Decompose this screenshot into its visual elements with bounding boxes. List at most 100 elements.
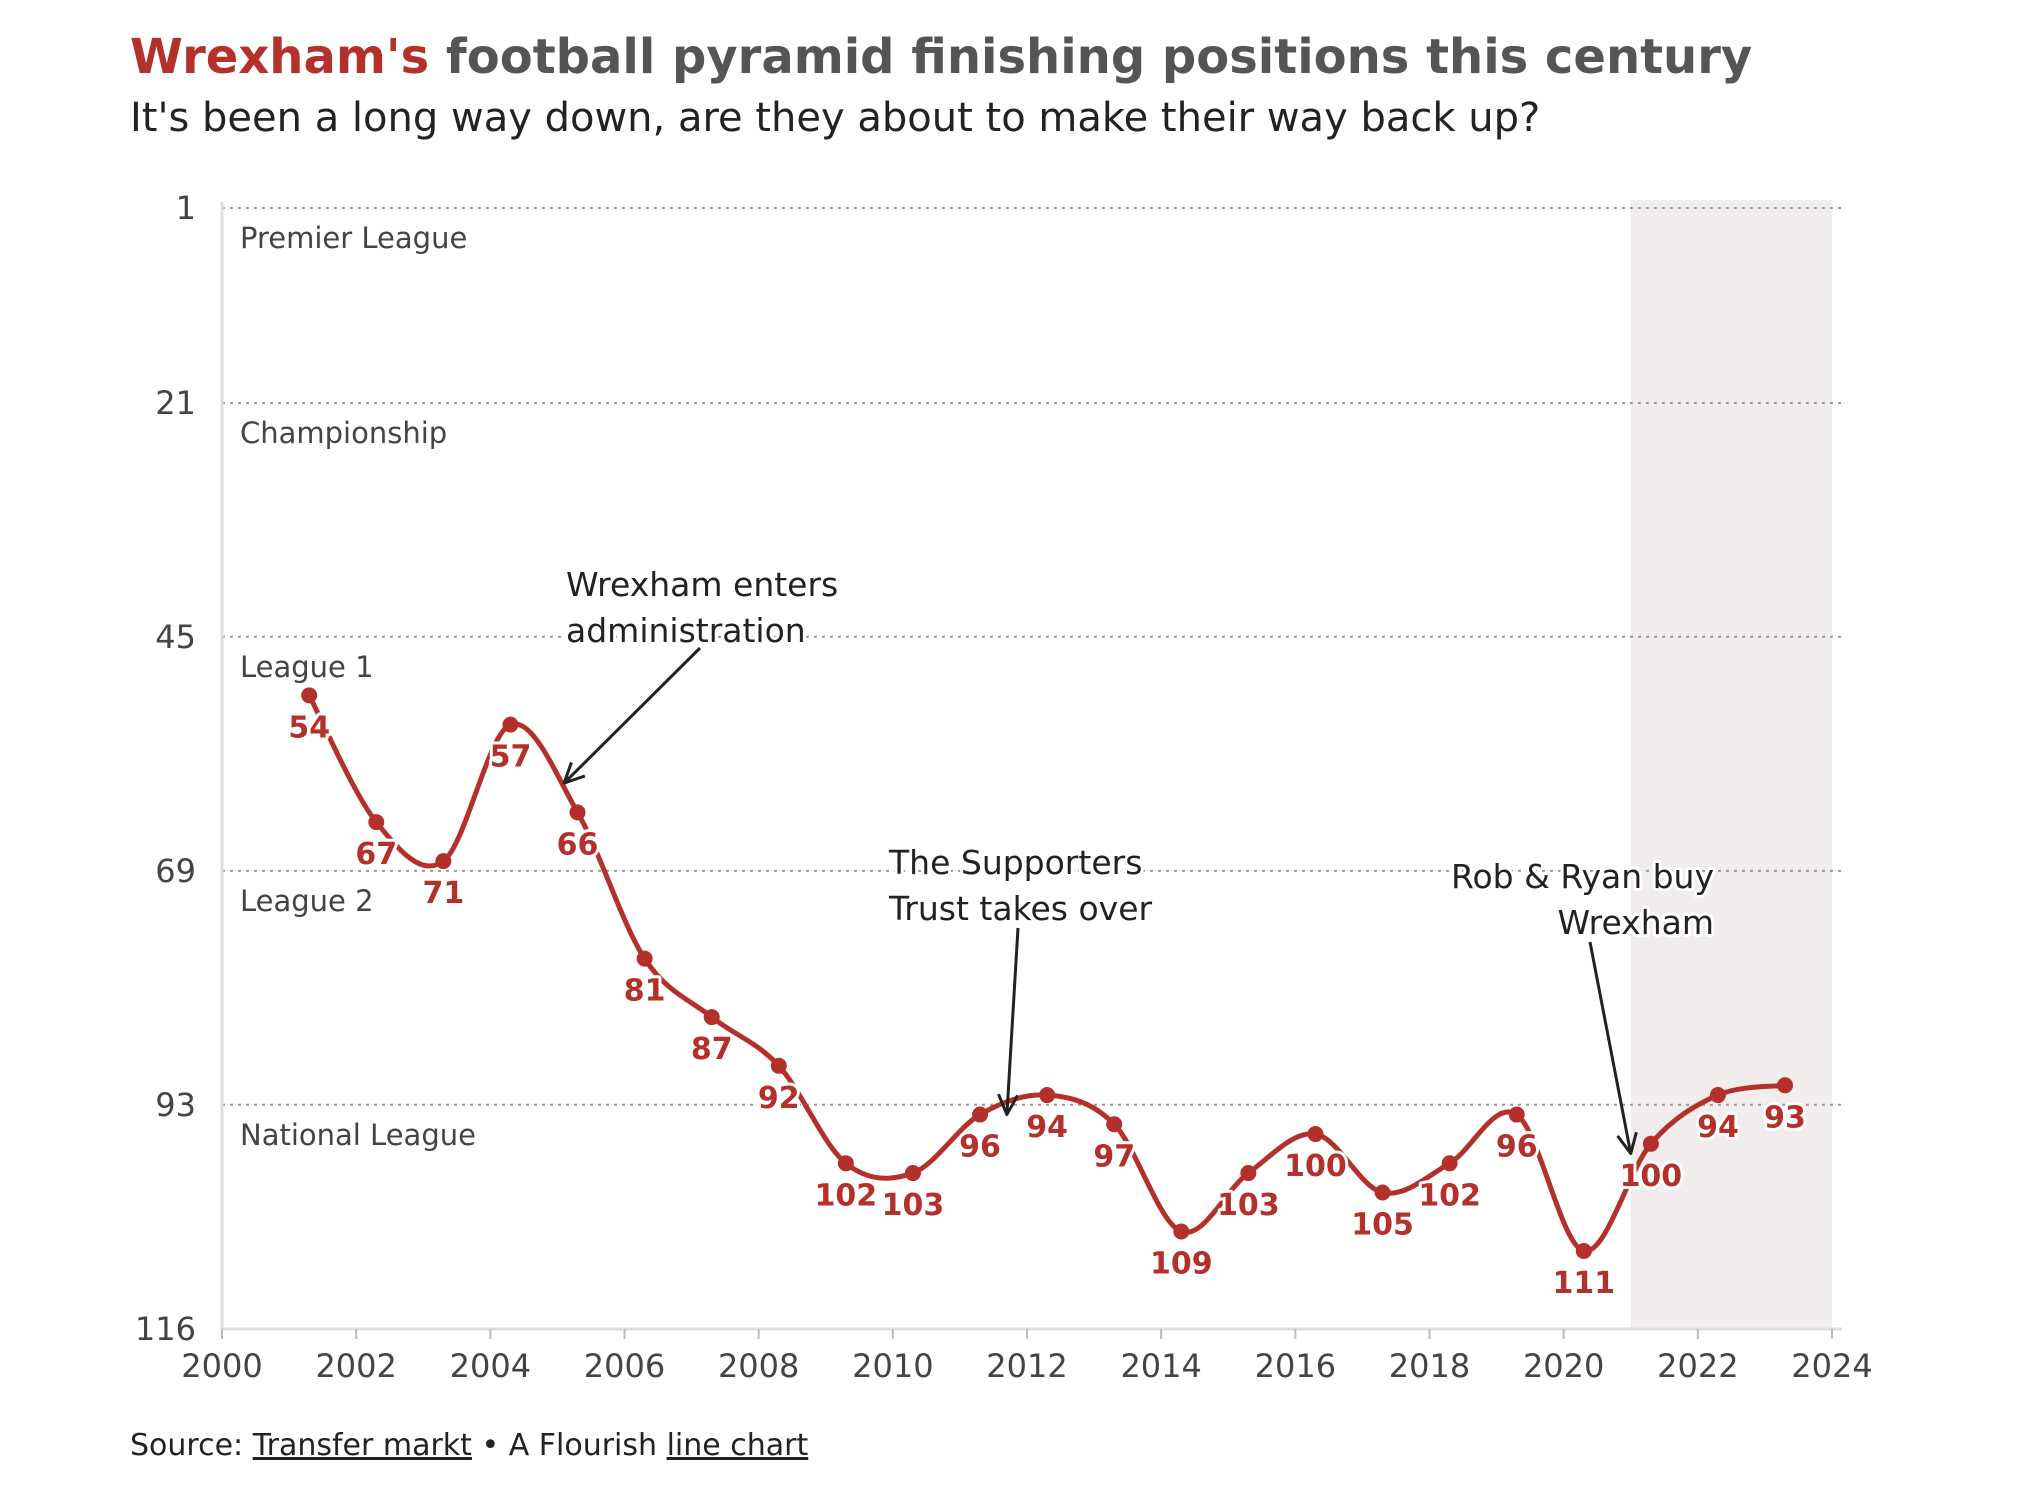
annotation-arrow [563,646,702,785]
data-label: 71 [423,876,465,911]
league-label: League 2 [240,884,374,918]
data-label: 54 [288,710,330,745]
data-point [972,1106,989,1123]
x-tick-label: 2018 [1389,1347,1470,1385]
x-tick-label: 2008 [718,1347,799,1385]
data-label: 102 [1418,1178,1481,1213]
league-label: Championship [240,416,447,450]
data-point [569,804,586,821]
data-label: 92 [758,1081,800,1116]
chart-title-rest: football pyramid finishing positions thi… [429,29,1753,85]
annotation-text: Rob & Ryan buy [1451,857,1714,896]
data-point [1441,1155,1458,1172]
x-tick-label: 2010 [852,1347,933,1385]
x-tick-label: 2000 [181,1347,262,1385]
shaded-region-layer [1630,200,1832,1329]
data-label: 102 [815,1178,878,1213]
footer-separator: • A Flourish [471,1428,667,1463]
y-tick-label: 69 [155,852,196,890]
data-point [703,1009,720,1026]
data-point [837,1155,854,1172]
data-label: 81 [624,974,666,1009]
data-label: 96 [959,1130,1001,1165]
series-line-layer [306,694,1786,1254]
league-label-layer: Premier League Championship League 1 League… [240,221,476,1152]
gridline-layer [222,207,1842,1106]
x-tick-label: 2006 [584,1347,665,1385]
annotation-arrow [1005,927,1020,1115]
x-tick-label: 2002 [315,1347,396,1385]
data-label: 96 [1496,1130,1538,1165]
data-point [1039,1087,1056,1104]
data-point [1777,1077,1794,1094]
league-label: League 1 [240,650,374,684]
league-label: Premier League [240,221,467,255]
data-point [368,814,385,831]
league-label: National League [240,1118,476,1152]
x-tick-label: 2022 [1657,1347,1738,1385]
annotation-text: administration [566,611,806,650]
data-point [1575,1243,1592,1260]
data-point [636,950,653,967]
chart-type-link[interactable]: line chart [666,1428,809,1463]
shaded-region [1630,200,1832,1329]
annotation-arrow [1588,941,1633,1154]
data-point [1173,1223,1190,1240]
data-point [1709,1087,1726,1104]
data-label: 66 [557,827,599,862]
data-label: 103 [882,1188,945,1223]
data-label: 100 [1620,1159,1683,1194]
data-point [1307,1126,1324,1143]
data-point [770,1057,787,1074]
annotation-text: Trust takes over [888,889,1153,928]
annotation-layer: Wrexham enters administration The Supporte… [562,562,1717,1156]
x-tick-label: 2012 [986,1347,1067,1385]
footer: Source: Transfer markt • A Flourish line… [130,1428,808,1463]
data-label: 67 [355,837,397,872]
data-point [1642,1135,1659,1152]
annotation-arrowhead [1616,1131,1638,1156]
annotation-arrowhead [562,761,586,785]
series-line [306,694,1786,1254]
data-label: 105 [1351,1208,1414,1243]
data-label: 97 [1093,1139,1135,1174]
x-tick-label: 2020 [1523,1347,1604,1385]
data-label: 109 [1150,1247,1213,1282]
data-point [1240,1165,1257,1182]
data-point [502,716,519,733]
data-point [435,853,452,870]
data-label: 94 [1026,1110,1068,1145]
data-point [301,687,318,704]
data-label: 111 [1552,1266,1615,1301]
data-label: 87 [691,1032,733,1067]
data-label: 103 [1217,1188,1280,1223]
y-tick-label: 1 [176,189,196,227]
data-label: 94 [1697,1110,1739,1145]
data-label: 100 [1284,1149,1347,1184]
chart-subtitle: It's been a long way down, are they abou… [130,95,1541,141]
data-point-layer [301,687,1794,1260]
source-link[interactable]: Transfer markt [252,1428,472,1463]
x-tick-label: 2004 [450,1347,531,1385]
y-tick-label: 45 [155,618,196,656]
title-block: Wrexham's football pyramid finishing pos… [130,24,1980,146]
annotation-text: Wrexham [1557,903,1714,942]
chart-title: Wrexham's football pyramid finishing pos… [130,24,1980,90]
annotation-text: The Supporters [888,843,1142,882]
y-tick-label: 116 [135,1310,196,1348]
annotation-text: Wrexham enters [566,565,838,604]
annotation-arrowhead [997,1093,1019,1117]
y-tick-label: 21 [155,384,196,422]
x-tick-label: 2014 [1120,1347,1201,1385]
x-tick-label: 2024 [1791,1347,1872,1385]
source-prefix: Source: [130,1428,253,1463]
data-point [1106,1116,1123,1133]
chart-title-highlight: Wrexham's [130,29,430,85]
data-point [904,1165,921,1182]
data-label: 93 [1764,1100,1806,1135]
data-point [1508,1106,1525,1123]
data-point [1374,1184,1391,1201]
